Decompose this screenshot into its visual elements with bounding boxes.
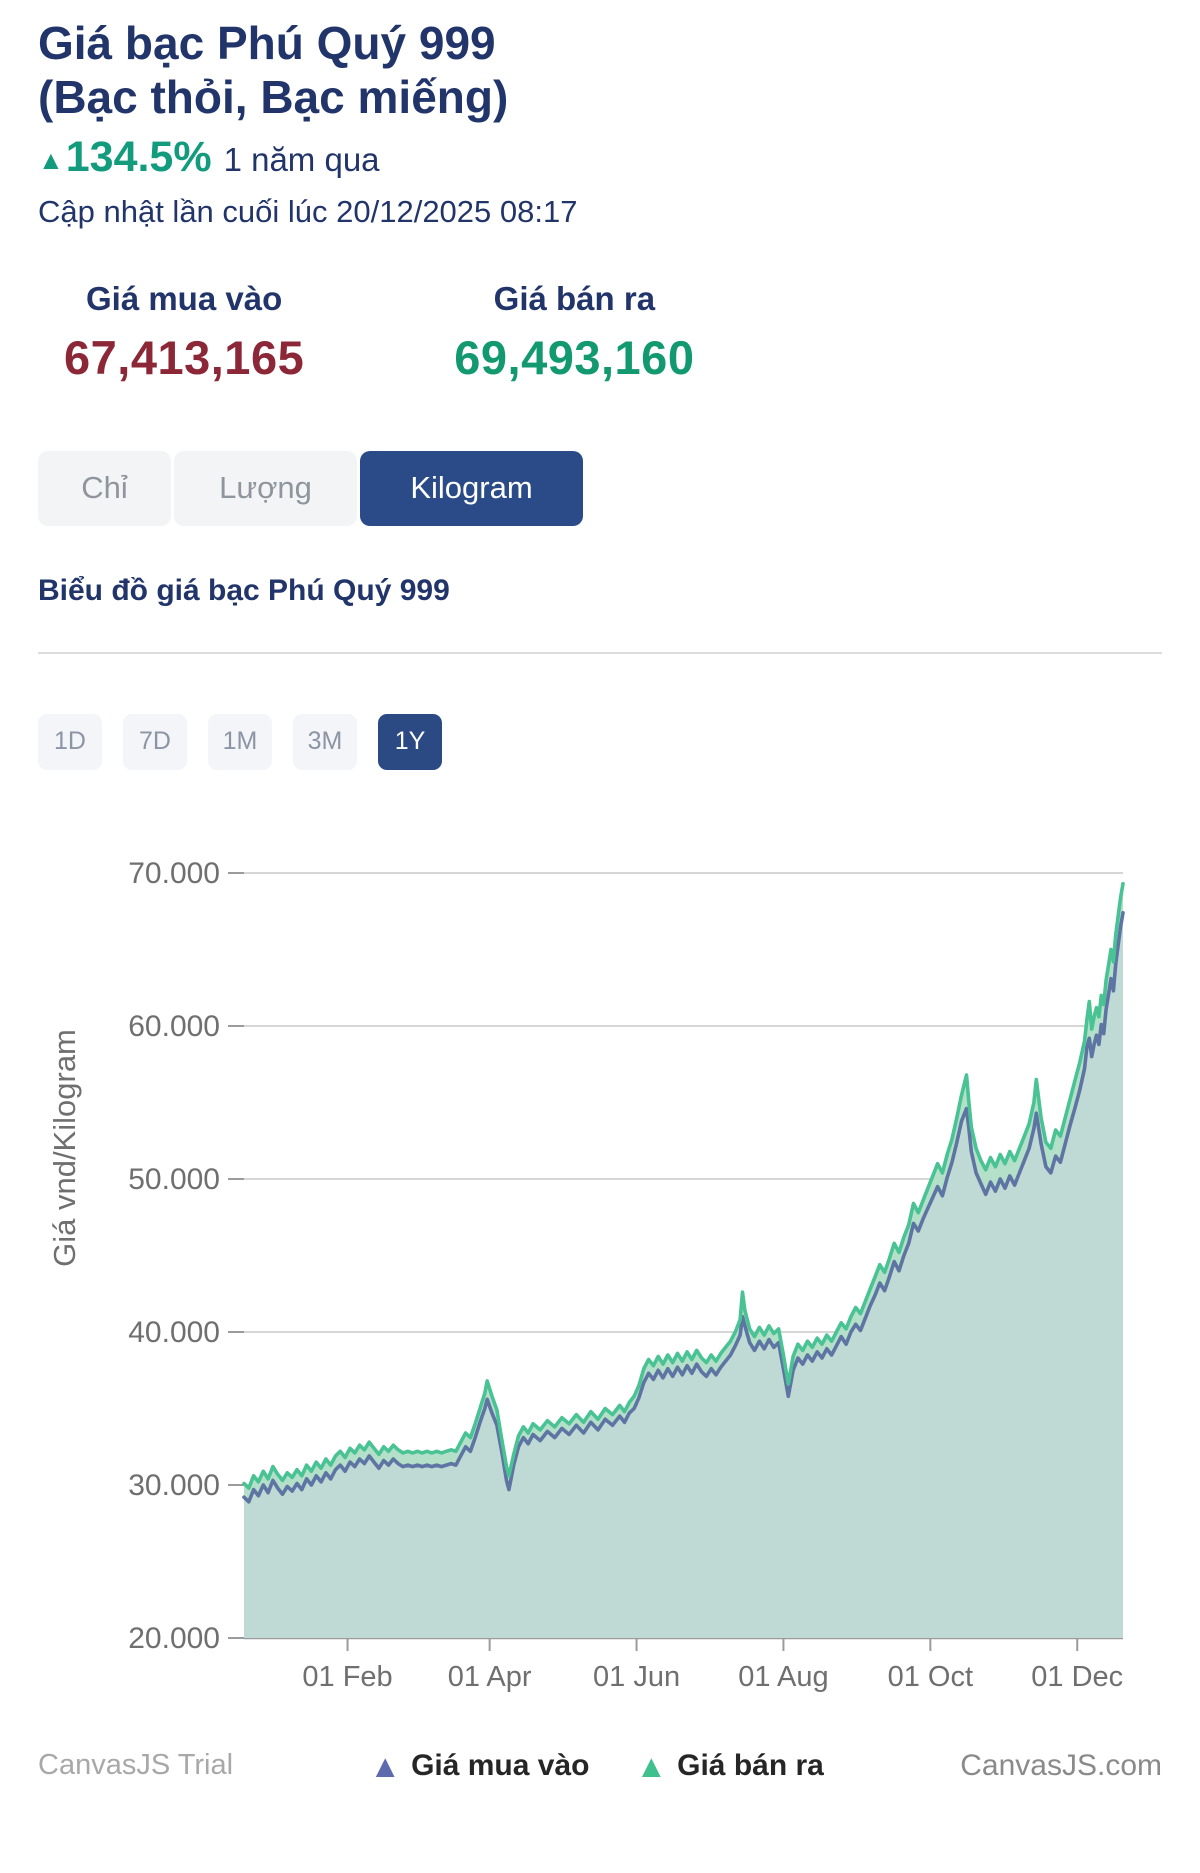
sell-price-value: 69,493,160 xyxy=(454,330,695,384)
page-title-line2: (Bạc thỏi, Bạc miếng) xyxy=(38,71,509,124)
change-period: 1 năm qua xyxy=(223,140,380,178)
buy-price-value: 67,413,165 xyxy=(64,330,305,384)
legend-item-sell[interactable]: ▲ Giá bán ra xyxy=(635,1749,823,1783)
y-tick-label: 50.000 xyxy=(128,1163,220,1196)
canvasjs-link[interactable]: CanvasJS.com xyxy=(960,1748,1162,1782)
range-button-7d[interactable]: 7D xyxy=(123,713,187,770)
x-tick-label: 01 Feb xyxy=(302,1661,392,1693)
buy-area xyxy=(244,912,1123,1638)
chart-footer: CanvasJS Trial ▲ Giá mua vào ▲ Giá bán ra C… xyxy=(0,1723,1200,1809)
page-title: Giá bạc Phú Quý 999 (Bạc thỏi, Bạc miếng… xyxy=(38,16,1162,125)
unit-tab-1[interactable]: Chỉ xyxy=(38,450,171,526)
up-arrow-icon: ▲ xyxy=(38,144,64,175)
range-button-1d[interactable]: 1D xyxy=(38,713,102,770)
chart-canvas[interactable]: 70.000 60.000 50.000 40.000 30.000 20.000 01 F… xyxy=(0,808,1200,1718)
x-tick-label: 01 Jun xyxy=(593,1661,680,1693)
unit-tabs: Chỉ Lượng Kilogram xyxy=(38,450,1162,526)
change-row: ▲ 134.5% 1 năm qua xyxy=(38,133,1162,182)
sell-line xyxy=(242,881,1125,1490)
silver-price-page: Giá bạc Phú Quý 999 (Bạc thỏi, Bạc miếng… xyxy=(0,16,1200,1809)
unit-tab-2[interactable]: Lượng xyxy=(174,450,357,526)
y-tick-label: 60.000 xyxy=(128,1010,220,1043)
range-button-1m[interactable]: 1M xyxy=(208,713,272,770)
x-tick-label: 01 Oct xyxy=(888,1661,973,1693)
triangle-marker-icon: ▲ xyxy=(635,1747,668,1784)
chart-legend: ▲ Giá mua vào ▲ Giá bán ra xyxy=(233,1749,960,1783)
range-button-3m[interactable]: 3M xyxy=(293,713,357,770)
range-button-1y[interactable]: 1Y xyxy=(378,713,442,770)
price-chart[interactable]: 70.000 60.000 50.000 40.000 30.000 20.000 01 F… xyxy=(0,808,1200,1723)
y-tick-label: 20.000 xyxy=(128,1622,220,1655)
y-tick-label: 70.000 xyxy=(128,857,220,890)
y-axis-title: Giá vnd/Kilogram xyxy=(47,1029,82,1267)
change-percent: 134.5% xyxy=(65,132,212,181)
legend-label: Giá mua vào xyxy=(411,1748,590,1782)
legend-item-buy[interactable]: ▲ Giá mua vào xyxy=(369,1749,589,1783)
y-tick-label: 40.000 xyxy=(128,1316,220,1349)
price-summary: Giá mua vào 67,413,165 Giá bán ra 69,493… xyxy=(38,280,1162,385)
y-tick-label: 30.000 xyxy=(128,1469,220,1502)
unit-tab-3[interactable]: Kilogram xyxy=(360,450,583,526)
sell-price-block: Giá bán ra 69,493,160 xyxy=(454,280,694,385)
divider xyxy=(38,651,1162,654)
last-updated: Cập nhật lần cuối lúc 20/12/2025 08:17 xyxy=(38,193,578,229)
buy-price-label: Giá mua vào xyxy=(85,279,283,317)
chart-subtitle: Biểu đồ giá bạc Phú Quý 999 xyxy=(38,573,450,607)
page-title-line1: Giá bạc Phú Quý 999 xyxy=(38,17,496,69)
triangle-marker-icon: ▲ xyxy=(369,1747,402,1784)
buy-line xyxy=(242,910,1125,1504)
sell-price-label: Giá bán ra xyxy=(493,279,656,317)
canvasjs-trial-label: CanvasJS Trial xyxy=(38,1749,234,1782)
x-tick-label: 01 Apr xyxy=(448,1661,532,1693)
legend-label: Giá bán ra xyxy=(677,1748,824,1782)
buy-price-block: Giá mua vào 67,413,165 xyxy=(64,280,304,385)
x-tick-label: 01 Aug xyxy=(738,1661,828,1693)
x-tick-label: 01 Dec xyxy=(1031,1661,1123,1693)
range-buttons: 1D 7D 1M 3M 1Y xyxy=(38,713,1162,770)
